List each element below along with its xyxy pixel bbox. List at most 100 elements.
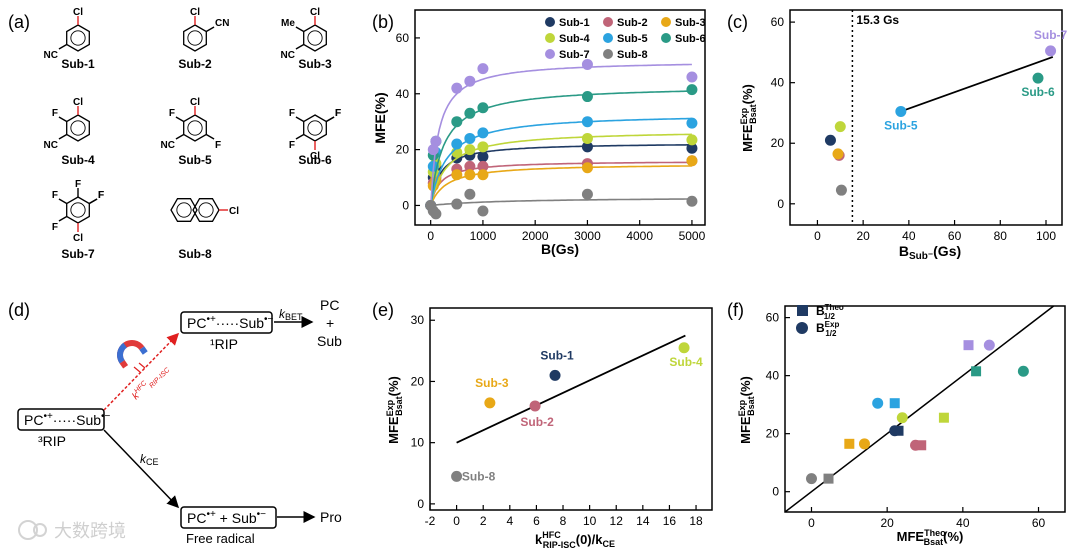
atom-label: F	[98, 190, 104, 201]
atom-label: F	[98, 190, 104, 201]
circle-point-sub-7	[983, 339, 995, 351]
chart-f-xtick-label: 60	[1032, 516, 1046, 530]
data-point-sub-8	[581, 188, 593, 200]
chart-c-frame	[789, 9, 1063, 226]
structure-sub-4: Cl NC F Sub-4	[43, 97, 94, 167]
y-axis-label: MFEExpBsat(%)	[385, 376, 404, 444]
structure-name: Sub-2	[178, 57, 212, 71]
ring-aromatic	[307, 120, 323, 136]
atom-label: F	[289, 140, 295, 151]
data-point-sub-1	[686, 142, 698, 154]
chart-c-xtick-label: 100	[1036, 229, 1056, 243]
bond	[58, 43, 68, 50]
data-point-sub-8	[451, 198, 463, 210]
pc-label: PC	[320, 297, 339, 313]
data-point-sub-1	[824, 134, 836, 146]
chart-c-ytick-label: 40	[771, 76, 785, 90]
data-point-sub-8	[835, 184, 847, 196]
x-axis-label: BSub⁻(Gs)	[899, 243, 961, 262]
data-point-sub-5	[895, 105, 907, 117]
data-point-sub-7	[1045, 45, 1057, 57]
legend-label: Sub-3	[675, 17, 706, 29]
data-point-sub-2	[529, 400, 541, 412]
data-point-sub-4	[477, 141, 489, 153]
chart-b-frame	[414, 9, 706, 226]
bond	[325, 116, 335, 123]
data-point-sub-3	[686, 155, 698, 167]
legend-marker	[603, 49, 613, 59]
rip3-box	[17, 408, 105, 431]
legend-square-marker	[797, 305, 808, 316]
bond	[295, 26, 305, 33]
bond	[58, 116, 68, 123]
chart-f-frame	[784, 305, 1066, 513]
structure-sub-3: Cl NC Me Sub-3	[280, 7, 331, 71]
data-point-sub-4	[834, 121, 846, 133]
square-point-sub-4	[938, 412, 949, 423]
data-point-sub-6	[1032, 72, 1044, 84]
atom-label: Me	[281, 18, 295, 29]
legend-label-theo: BTheo 1/2	[816, 303, 844, 321]
data-point-sub-8	[477, 205, 489, 217]
x-axis-label: B(Gs)	[541, 241, 579, 257]
ring-aromatic	[307, 30, 323, 46]
circle-point-sub-4	[896, 412, 908, 424]
bond	[295, 43, 305, 50]
ring	[303, 114, 327, 142]
mechanism-diagram: PC•+·····Sub•− ³RIP PC•+·····Sub•− ¹RIP …	[17, 297, 342, 546]
circle-point-sub-1	[889, 425, 901, 437]
legend-marker	[545, 33, 555, 43]
data-point-sub-4	[581, 132, 593, 144]
square-point-sub-6	[971, 366, 982, 377]
bond	[175, 116, 185, 123]
structure-name: Sub-4	[61, 153, 95, 167]
atom-label: Cl	[73, 97, 83, 108]
point-label: Sub-1	[540, 348, 574, 362]
legend-marker	[661, 33, 671, 43]
chart-e-xtick-label: 8	[560, 514, 567, 528]
arrow-isc	[103, 332, 180, 411]
chart-c-xtick-label: 20	[856, 229, 870, 243]
data-point-sub-3	[451, 169, 463, 181]
x-axis-label: MFETheo Bsat(%)	[897, 528, 964, 547]
chart-e-xtick-label: -2	[425, 514, 436, 528]
square-point-sub-2	[916, 440, 927, 451]
data-point-sub-8	[430, 208, 442, 220]
data-point-sub-7	[477, 63, 489, 75]
legend-label: Sub-4	[559, 33, 590, 45]
chart-e-ytick-label: 20	[411, 374, 425, 388]
magnet-icon	[117, 340, 148, 369]
rip1-box	[180, 311, 273, 334]
free-radical-box	[180, 506, 277, 529]
chart-c-xtick-label: 80	[994, 229, 1008, 243]
product-label: Pro	[320, 509, 342, 525]
bond	[295, 133, 305, 140]
chart-e-ytick-label: 0	[417, 497, 424, 511]
rip3-label: ³RIP	[38, 433, 66, 449]
structure-name: Sub-8	[178, 247, 212, 261]
watermark-logo-icon	[18, 520, 38, 540]
circle-point-sub-6	[1017, 365, 1029, 377]
panel-label-e: (e)	[372, 300, 394, 320]
chart-b-ytick-label: 0	[402, 198, 409, 212]
data-point-sub-6	[686, 84, 698, 96]
chart-f-xtick-label: 40	[956, 516, 970, 530]
y-axis-label: MFEExpBsat(%)	[737, 376, 756, 444]
atom-label: NC	[280, 50, 294, 61]
data-point-sub-7	[451, 82, 463, 94]
free-radical-label: Free radical	[186, 531, 255, 546]
atom-label: Cl	[190, 97, 200, 108]
data-point-sub-5	[451, 138, 463, 150]
atom-label: F	[289, 108, 295, 119]
kce-label: kCE	[140, 452, 159, 467]
threshold-annotation: 15.3 Gs	[856, 13, 899, 27]
chart-c-xtick-label: 60	[948, 229, 962, 243]
chart-f-ytick-label: 0	[772, 485, 779, 499]
bond	[205, 133, 215, 140]
ring-aromatic	[187, 30, 203, 46]
data-point-sub-1	[581, 141, 593, 153]
